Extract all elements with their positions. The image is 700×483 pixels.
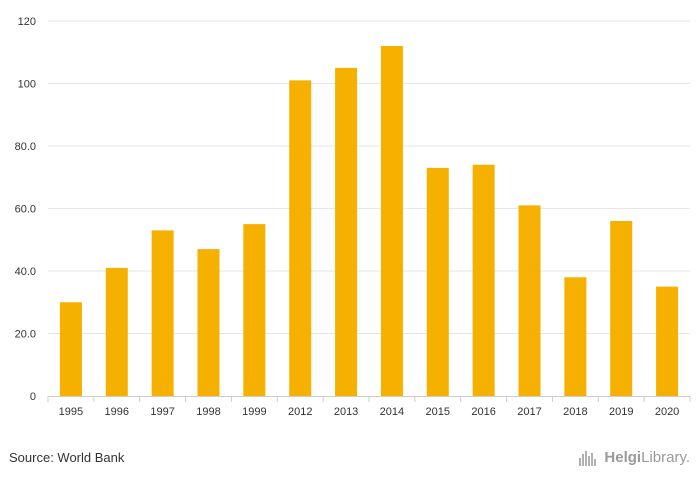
gridlines — [48, 20, 690, 334]
y-tick-label: 20.0 — [15, 329, 36, 341]
x-tick-label: 2020 — [655, 406, 679, 418]
x-tick-label: 1997 — [150, 406, 174, 418]
x-tick-label: 1996 — [105, 406, 129, 418]
y-tick-label: 40.0 — [15, 266, 36, 278]
bar-2018 — [564, 277, 587, 396]
bar-1996 — [105, 267, 128, 396]
y-tick-label: 120 — [18, 16, 36, 28]
x-tick-label: 2017 — [517, 406, 541, 418]
bar-1998 — [197, 249, 220, 396]
bar-2017 — [518, 205, 541, 396]
y-tick-label: 60.0 — [15, 204, 36, 216]
x-tick-label: 2013 — [334, 406, 358, 418]
x-tick-label: 1998 — [196, 406, 220, 418]
helgi-library-logo: HelgiLibrary. — [578, 449, 690, 466]
x-tick-label: 2019 — [609, 406, 633, 418]
y-tick-label: 0 — [30, 391, 36, 403]
bar-2020 — [656, 286, 679, 396]
y-axis-ticks: 0 20.0 40.0 60.0 80.0 100 120 — [15, 16, 36, 403]
bar-2013 — [335, 67, 358, 396]
x-tick-label: 2012 — [288, 406, 312, 418]
x-tick-label: 1995 — [59, 406, 83, 418]
bar-1997 — [151, 230, 174, 396]
bar-2015 — [426, 167, 449, 396]
x-tick-label: 1999 — [242, 406, 266, 418]
bar-chart: 0 20.0 40.0 60.0 80.0 100 120 1995 1996 1997 1998… — [15, 16, 691, 418]
bar-1995 — [59, 302, 82, 396]
x-tick-label: 2015 — [426, 406, 450, 418]
source-note: Source: World Bank — [9, 450, 125, 465]
bars — [59, 46, 679, 396]
x-axis: 1995 1996 1997 1998 1999 2012 2013 2014 2015 2016… — [47, 396, 691, 418]
brand-suffix: Library. — [641, 449, 690, 466]
y-tick-label: 100 — [18, 79, 36, 91]
x-tick-label: 2018 — [563, 406, 587, 418]
bar-2012 — [289, 80, 312, 396]
bar-logo-icon — [579, 450, 597, 466]
bar-2014 — [380, 46, 403, 396]
y-tick-label: 80.0 — [15, 141, 36, 153]
bar-2019 — [610, 221, 633, 396]
bar-2016 — [472, 164, 495, 396]
bar-1999 — [243, 224, 266, 396]
brand-name: Helgi — [604, 449, 642, 466]
x-tick-label: 2014 — [380, 406, 404, 418]
x-tick-label: 2016 — [471, 406, 495, 418]
